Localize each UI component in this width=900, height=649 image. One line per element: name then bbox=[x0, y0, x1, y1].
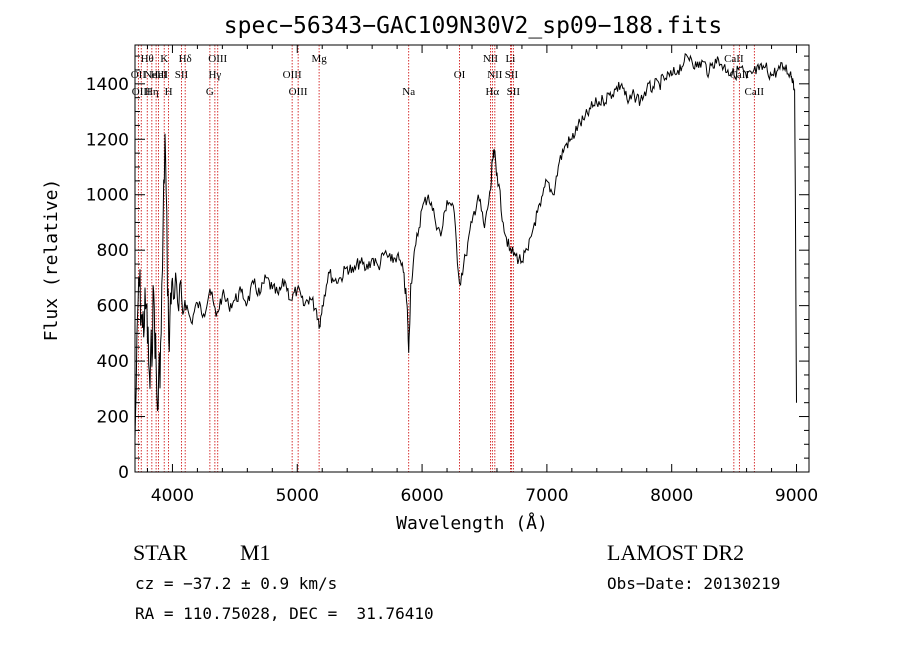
y-tick-label: 1400 bbox=[86, 75, 129, 95]
y-tick-label: 1000 bbox=[86, 186, 129, 206]
survey-name: LAMOST DR2 bbox=[607, 540, 745, 565]
line-marker-label: G bbox=[206, 86, 214, 98]
line-marker-label: OIII bbox=[283, 69, 302, 81]
x-tick-label: 7000 bbox=[525, 486, 568, 506]
line-marker-label: OI bbox=[454, 69, 466, 81]
line-marker-label: Hα bbox=[485, 86, 499, 98]
line-marker-label: SII bbox=[507, 86, 521, 98]
object-subclass: M1 bbox=[240, 540, 271, 565]
line-marker-label: CaII bbox=[745, 86, 765, 98]
x-axis-ticks: 4000 5000 6000 7000 8000 9000 bbox=[146, 45, 818, 506]
plot-frame bbox=[134, 44, 810, 473]
line-marker-label: CaII bbox=[724, 53, 744, 65]
line-marker-label: OIII bbox=[208, 53, 227, 65]
line-marker-label: NII bbox=[483, 53, 499, 65]
y-axis-label: Flux (relative) bbox=[41, 179, 62, 342]
line-marker-label: K bbox=[160, 53, 168, 65]
spectrum-line bbox=[134, 53, 797, 439]
line-marker-label: SII bbox=[175, 69, 189, 81]
line-marker-label: Li bbox=[506, 53, 516, 65]
y-axis-ticks: 0 200 400 600 800 1000 1200 1400 bbox=[86, 55, 809, 483]
line-marker-label: SII bbox=[505, 69, 519, 81]
line-marker-label: OIII bbox=[289, 86, 308, 98]
y-tick-label: 800 bbox=[97, 241, 129, 261]
line-marker-label: Hδ bbox=[179, 53, 192, 65]
y-tick-label: 200 bbox=[97, 408, 129, 428]
line-marker-label: H bbox=[165, 86, 173, 98]
x-tick-label: 6000 bbox=[400, 486, 443, 506]
x-tick-label: 4000 bbox=[151, 486, 194, 506]
object-class: STAR bbox=[133, 540, 188, 565]
line-marker-label: Hθ bbox=[141, 53, 154, 65]
chart-title: spec−56343−GAC109N30V2_sp09−188.fits bbox=[224, 13, 723, 39]
line-marker-label: Mg bbox=[311, 53, 327, 65]
line-marker-label: Na bbox=[402, 86, 415, 98]
line-marker-label: Hγ bbox=[208, 69, 221, 81]
line-marker-label: NII bbox=[487, 69, 503, 81]
coordinates-readout: RA = 110.75028, DEC = 31.76410 bbox=[135, 604, 434, 623]
line-marker-label: Hη bbox=[145, 86, 159, 98]
observation-date: Obs−Date: 20130219 bbox=[607, 574, 781, 593]
line-marker-label: OIII bbox=[132, 86, 151, 98]
x-tick-label: 5000 bbox=[276, 486, 319, 506]
y-tick-label: 0 bbox=[118, 463, 129, 483]
y-tick-label: 600 bbox=[97, 297, 129, 317]
line-marker-label: NeIII bbox=[144, 69, 168, 81]
redshift-readout: cz = −37.2 ± 0.9 km/s bbox=[135, 574, 338, 593]
x-tick-label: 9000 bbox=[775, 486, 818, 506]
line-marker-label: HeI bbox=[150, 69, 167, 81]
x-axis-label: Wavelength (Å) bbox=[396, 512, 548, 534]
y-tick-label: 1200 bbox=[86, 130, 129, 150]
y-tick-label: 400 bbox=[97, 352, 129, 372]
line-markers bbox=[137, 45, 755, 472]
x-tick-label: 8000 bbox=[650, 486, 693, 506]
